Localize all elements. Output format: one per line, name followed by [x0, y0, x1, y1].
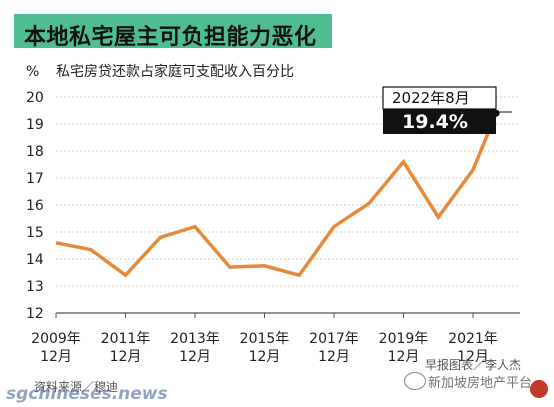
x-tick-year: 2011年 — [101, 331, 151, 347]
x-tick-year: 2017年 — [309, 331, 359, 347]
x-tick-year: 2021年 — [448, 331, 498, 347]
title-background — [14, 14, 332, 48]
source-left: 资料来源／穆迪 — [34, 380, 119, 394]
x-tick-labels: 2009年 12月 2011年 12月 2013年 12月 2015年 12月 2017年 12月… — [31, 313, 498, 365]
y-tick-label: 13 — [26, 279, 44, 295]
series-line — [55, 109, 500, 278]
callout-value: 19.4% — [402, 111, 468, 133]
y-unit-label: % — [26, 64, 39, 80]
x-tick-month: 12月 — [249, 349, 281, 365]
x-tick-month: 12月 — [457, 349, 489, 365]
y-tick-label: 15 — [26, 225, 44, 241]
source-right: 早报图表／李人杰 — [425, 358, 522, 372]
callout-value-box — [383, 109, 496, 134]
callout-date: 2022年8月 — [392, 89, 470, 107]
watermark-left: sgchineses.news — [6, 384, 168, 404]
y-tick-label: 18 — [26, 144, 44, 160]
y-tick-label: 19 — [26, 117, 44, 133]
affordability-line — [55, 112, 498, 278]
x-tick-year: 2019年 — [379, 331, 429, 347]
chart-title: 本地私宅屋主可负担能力恶化 — [24, 25, 317, 50]
x-tick-month: 12月 — [388, 349, 420, 365]
y-tick-label: 14 — [26, 252, 44, 268]
x-tick-month: 12月 — [40, 349, 72, 365]
y-tick-label: 20 — [26, 90, 44, 106]
x-tick-year: 2013年 — [170, 331, 220, 347]
watermark-right: 新加坡房地产平台 — [428, 376, 533, 391]
x-tick-year: 2015年 — [240, 331, 290, 347]
y-tick-label: 16 — [26, 198, 44, 214]
logo-icon — [530, 380, 548, 398]
y-tick-label: 17 — [26, 171, 44, 187]
x-tick-year: 2009年 — [31, 331, 81, 347]
wechat-icon — [404, 372, 426, 390]
x-tick-month: 12月 — [110, 349, 142, 365]
x-tick-month: 12月 — [318, 349, 350, 365]
y-tick-label: 12 — [26, 306, 44, 322]
y-tick-labels: 12 13 14 15 16 17 18 19 20 — [26, 90, 44, 322]
gridlines — [56, 96, 520, 314]
y-axis-label: 私宅房贷还款占家庭可支配收入百分比 — [56, 63, 294, 80]
latest-value-callout: 2022年8月 19.4% — [382, 86, 512, 134]
x-tick-month: 12月 — [179, 349, 211, 365]
